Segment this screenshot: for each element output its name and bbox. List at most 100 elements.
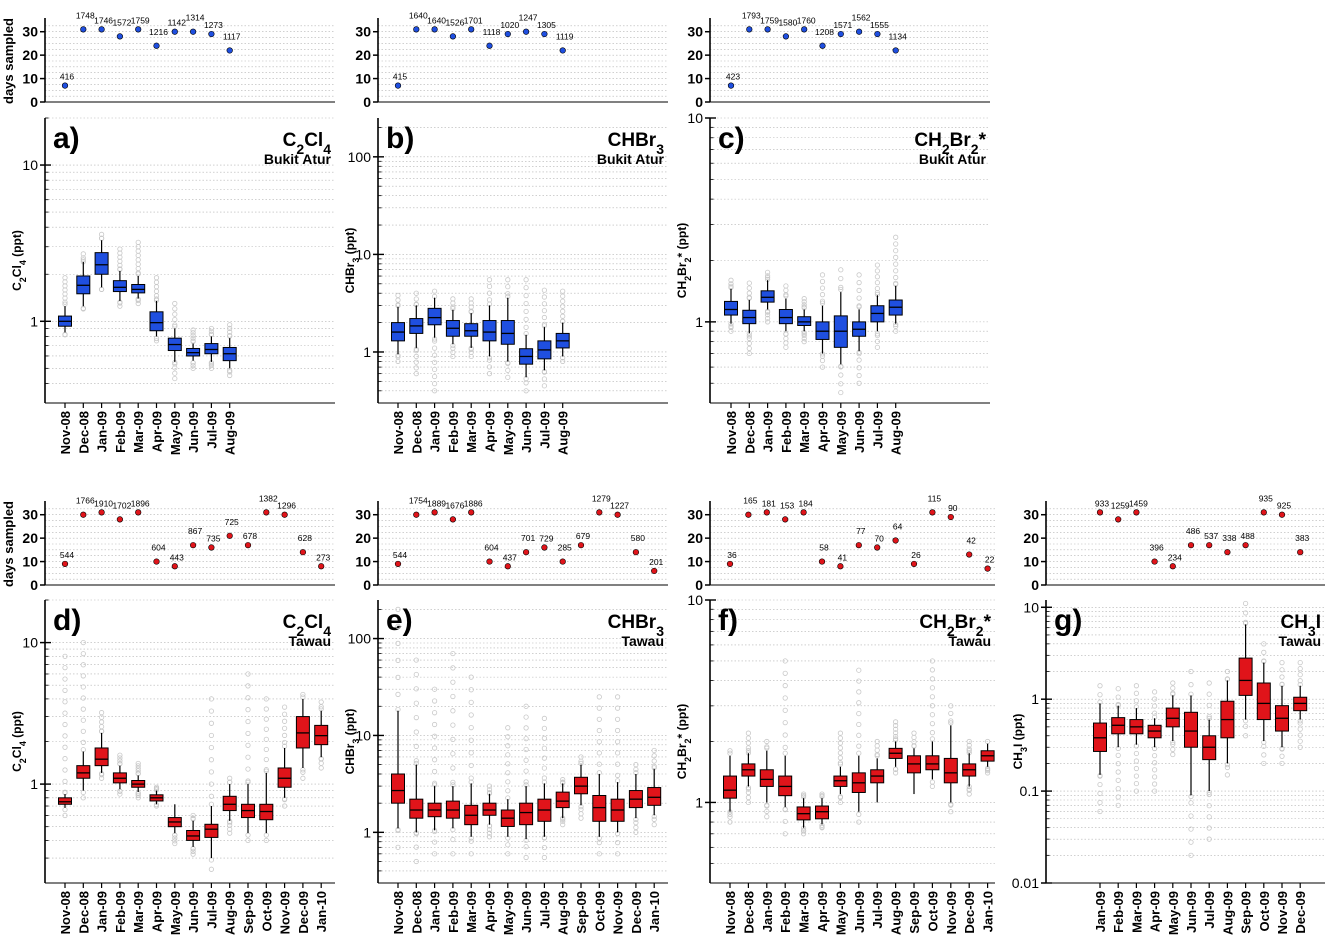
box-Aug-09 [555,288,570,365]
days-marker [818,558,826,565]
box-Dec-08 [76,251,91,312]
outlier-point [893,328,899,334]
outlier-point [300,775,306,781]
outlier-point [1152,774,1158,780]
days-y-label: days sampled [1,501,16,587]
outlier-point [523,316,529,323]
sample-count-label: 537 [1204,531,1218,541]
x-tick-label: Aug-09 [889,411,904,455]
x-tick-label: Apr-09 [1148,891,1163,932]
outlier-point [318,699,324,705]
days-marker [468,509,475,516]
sample-count-label: 544 [393,550,407,560]
box-Dec-08 [742,280,757,357]
outlier-point [929,676,936,682]
days-marker [116,516,123,523]
days-tick-label: 10 [1023,554,1039,570]
box-Jul-09 [1202,680,1217,842]
outlier-point [948,718,954,724]
outlier-point [929,783,936,790]
panel-letter: c) [718,122,745,155]
outlier-point [728,328,734,334]
days-marker [1278,511,1286,518]
sample-count-label: 1020 [500,20,519,30]
days-marker [764,26,771,33]
box-body [555,791,570,809]
outlier-point [596,739,602,745]
box-Jun-09 [186,812,201,857]
x-tick-label: Jul-09 [537,411,552,449]
days-tick-label: 0 [695,577,703,593]
outlier-point [929,685,936,691]
outlier-point [1152,689,1158,695]
box-body [1184,711,1198,748]
outlier-point [505,743,511,749]
box-Nov-09 [277,704,292,809]
x-tick-label: Jun-09 [852,891,867,933]
site-name: Bukit Atur [919,151,987,167]
x-tick-label: May-09 [168,891,183,935]
outlier-point [782,807,788,813]
outlier-point [966,742,972,748]
sample-count-label: 1259 [1111,500,1130,510]
sample-count-label: 1526 [445,17,464,27]
outlier-point [80,789,86,796]
outlier-point [80,662,86,668]
outlier-point [837,750,844,756]
outlier-point [819,278,826,285]
days-marker [1169,563,1176,570]
outlier-point [874,743,880,749]
outlier-point [782,707,788,713]
outlier-point [450,736,456,742]
sample-count-label: 1766 [76,496,95,506]
days-marker [449,516,457,523]
outlier-point [190,848,196,854]
outlier-point [764,802,770,808]
outlier-point [837,755,844,761]
box-Jan-09 [427,686,442,857]
outlier-point [281,704,288,710]
days-marker [226,47,233,54]
outlier-point [596,761,602,767]
outlier-point [746,294,752,300]
outlier-point [541,301,548,307]
outlier-point [560,293,566,299]
box-y-label: C2Cl4 (ppt) [10,230,28,291]
outlier-point [62,778,68,784]
outlier-point [468,687,474,693]
sample-count-label: 77 [856,526,866,536]
outlier-point [505,374,511,380]
days-tick-label: 0 [363,94,371,110]
outlier-point [135,239,141,245]
days-marker [614,511,621,518]
outlier-point [431,352,438,358]
outlier-point [764,273,771,279]
outlier-point [190,812,196,819]
outlier-point [153,288,160,294]
outlier-point [1115,794,1121,800]
outlier-point [227,322,233,328]
box-Apr-09 [149,275,164,344]
outlier-point [505,725,511,731]
outlier-point [764,808,770,814]
days-tick-label: 20 [355,47,371,63]
x-tick-label: Aug-09 [556,411,571,455]
days-tick-label: 30 [22,24,38,40]
panel-letter: g) [1054,604,1082,637]
box-Oct-09 [925,658,940,790]
box-Jun-09 [1184,668,1198,858]
sample-count-label: 234 [1168,552,1182,562]
outlier-point [431,768,438,775]
outlier-point [172,838,178,844]
outlier-point [929,703,936,709]
outlier-point [819,285,826,291]
outlier-point [819,792,825,799]
x-tick-label: Apr-09 [816,411,831,452]
outlier-point [801,299,807,305]
outlier-point [468,737,474,743]
outlier-point [541,745,548,751]
outlier-point [1188,668,1194,675]
outlier-point [1115,802,1121,808]
outlier-point [80,747,86,753]
